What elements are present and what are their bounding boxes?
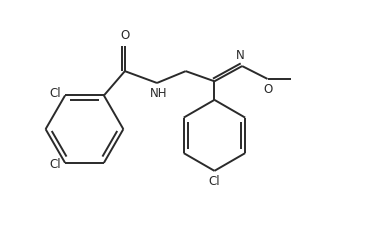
Text: O: O (120, 30, 130, 42)
Text: Cl: Cl (209, 175, 220, 188)
Text: NH: NH (150, 87, 168, 100)
Text: Cl: Cl (49, 87, 61, 100)
Text: N: N (236, 49, 245, 62)
Text: O: O (263, 83, 272, 96)
Text: Cl: Cl (49, 158, 61, 171)
